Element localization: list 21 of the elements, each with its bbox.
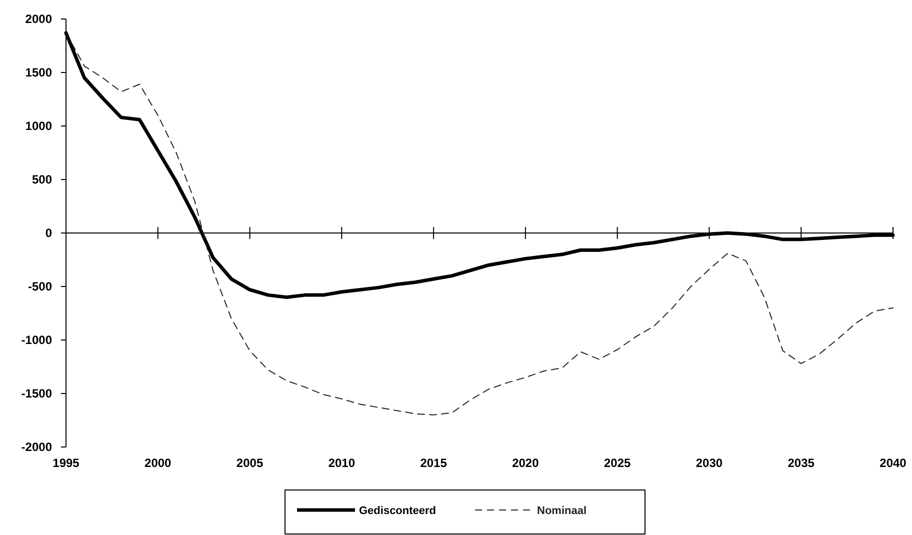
y-tick-label: -1000 <box>21 332 52 347</box>
x-tick-label: 2015 <box>420 456 448 470</box>
text: Nominaal <box>537 505 587 517</box>
y-tick-label: 0 <box>45 226 52 240</box>
x-tick-label: 2035 <box>788 456 815 470</box>
x-tick-label: 2020 <box>512 456 540 470</box>
x-tick-label: 2000 <box>144 456 172 470</box>
y-tick-label: 500 <box>32 172 52 186</box>
x-tick-label: 2010 <box>328 456 356 470</box>
text: Gedisconteerd <box>359 505 436 517</box>
x-tick-label: 1995 <box>52 456 80 470</box>
y-tick-label: 2000 <box>25 12 52 26</box>
x-tick-label: 2025 <box>604 456 632 470</box>
y-tick-label: -2000 <box>21 440 52 454</box>
x-tick-label: 2030 <box>696 456 723 470</box>
y-tick-label: 1000 <box>25 118 52 133</box>
x-tick-label: 2005 <box>236 456 264 470</box>
x-tick-label: 2040 <box>880 456 907 470</box>
y-tick-label: -500 <box>28 279 52 294</box>
y-tick-label: -1500 <box>21 386 52 400</box>
y-tick-label: 1500 <box>25 65 52 80</box>
